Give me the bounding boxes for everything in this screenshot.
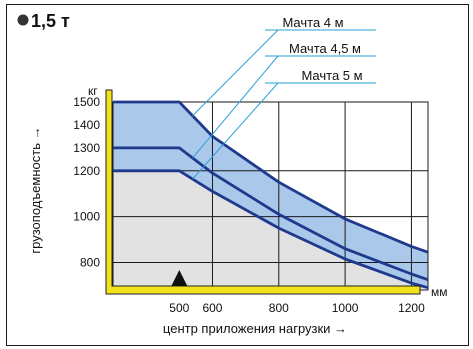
y-tick-label-1000: 1000	[73, 210, 100, 224]
capacity-band-area	[113, 102, 428, 288]
capacity-below-area	[113, 170, 428, 290]
x-tick-label-1000: 1000	[332, 301, 359, 315]
load-center-marker	[171, 270, 188, 286]
series-line-1	[113, 100, 429, 254]
y-axis-label: грузоподъемность →	[28, 126, 43, 253]
x-unit: мм	[431, 285, 448, 299]
x-tick-label-600: 600	[202, 301, 222, 315]
legend-leader-3	[192, 82, 279, 180]
x-tick-label-800: 800	[269, 301, 289, 315]
legend-label-1: Мачта 4 м	[282, 15, 343, 30]
legend-label-2: Мачта 4,5 м	[289, 41, 361, 56]
legend-leader-1	[192, 29, 279, 117]
series-line-3	[113, 169, 429, 290]
fork-shape	[105, 89, 421, 295]
y-tick-label-1400: 1400	[73, 118, 100, 132]
x-tick-label-500: 500	[169, 301, 189, 315]
legend-leader-2	[192, 55, 279, 159]
series-line-2	[113, 146, 429, 282]
legend-label-3: Мачта 5 м	[301, 68, 362, 83]
x-tick-label-1200: 1200	[398, 301, 425, 315]
y-unit: кг	[88, 84, 98, 98]
y-tick-label-1300: 1300	[73, 141, 100, 155]
y-tick-label-1200: 1200	[73, 164, 100, 178]
x-axis-label: центр приложения нагрузки →	[163, 321, 347, 336]
y-tick-label-1500: 1500	[73, 95, 100, 109]
y-tick-label-800: 800	[80, 255, 100, 269]
title-bullet	[17, 14, 29, 26]
chart-title: 1,5 т	[31, 11, 70, 31]
